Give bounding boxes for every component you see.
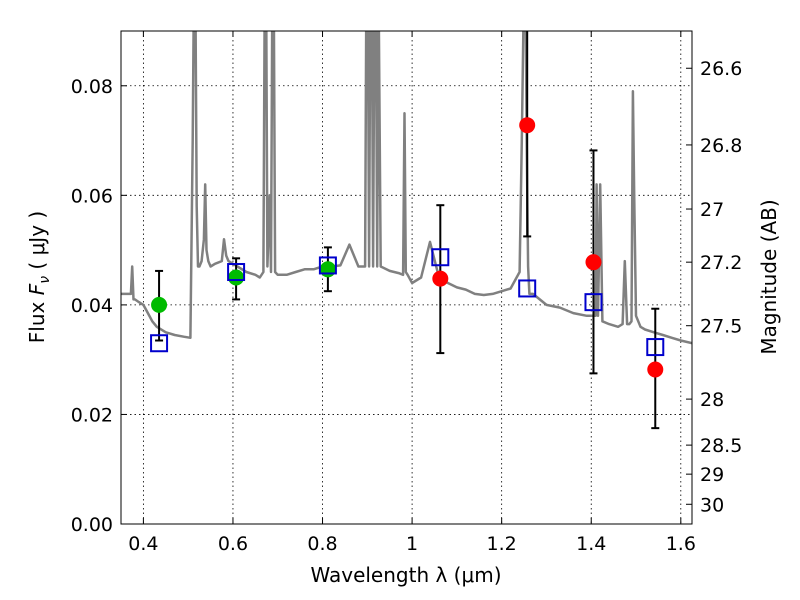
x-tick-label: 1.4: [576, 533, 606, 555]
photometry-point: [319, 261, 336, 278]
mag-tick-label: 30: [700, 494, 724, 516]
model-synthetic-point: [227, 263, 246, 282]
model-synthetic-point: [518, 279, 537, 298]
model-spectrum-line: [121, 31, 692, 345]
x-tick-label: 1.2: [487, 533, 517, 555]
y-label-symbol: F: [25, 283, 49, 295]
x-tick-label: 1: [406, 533, 418, 555]
x-tick-label: 0.6: [218, 533, 248, 555]
x-tick-label: 0.8: [307, 533, 337, 555]
x-axis-label: Wavelength λ (μm): [310, 563, 501, 587]
model-synthetic-point: [646, 338, 665, 357]
y-axis-label-right: Magnitude (AB): [757, 199, 781, 354]
mag-tick-label: 27.2: [700, 252, 742, 274]
photometry-point: [151, 296, 168, 313]
model-synthetic-point: [431, 248, 450, 267]
model-synthetic-point: [584, 293, 603, 312]
mag-tick-label: 28: [700, 389, 724, 411]
x-tick-label: 0.4: [128, 533, 158, 555]
photometry-point: [647, 361, 664, 378]
plot-frame: [120, 30, 693, 525]
mag-tick-label: 29: [700, 464, 724, 486]
mag-tick-label: 27.5: [700, 316, 742, 338]
photometry-point: [519, 117, 536, 134]
model-synthetic-point: [150, 334, 169, 353]
y-tick-label: 0.06: [71, 185, 113, 207]
y-label-unit: ( μJy ): [25, 211, 49, 276]
photometry-point: [585, 254, 602, 271]
mag-tick-label: 26.8: [700, 135, 742, 157]
y-label-subscript: ν: [37, 276, 53, 284]
photometry-point: [432, 270, 449, 287]
y-axis-label-left: Flux Fν ( μJy ): [25, 211, 53, 343]
grid-lines: [121, 31, 692, 525]
model-synthetic-point: [318, 256, 337, 275]
y-tick-label: 0.00: [71, 514, 113, 536]
y-tick-label: 0.08: [71, 76, 113, 98]
mag-tick-label: 28.5: [700, 435, 742, 457]
mag-tick-label: 27: [700, 199, 724, 221]
axis-ticks: 0.4 0.6 0.8 1 1.2 1.4 1.6 0.00 0.02 0.04 0.06 0.08 2…: [71, 31, 742, 555]
data-markers: [150, 117, 665, 378]
y-tick-label: 0.02: [71, 404, 113, 426]
y-tick-label: 0.04: [71, 295, 113, 317]
y-label-text: Flux: [25, 295, 49, 343]
photometry-point: [228, 269, 245, 286]
error-bars: [155, 31, 660, 430]
x-tick-label: 1.6: [666, 533, 696, 555]
mag-tick-label: 26.6: [700, 58, 742, 80]
